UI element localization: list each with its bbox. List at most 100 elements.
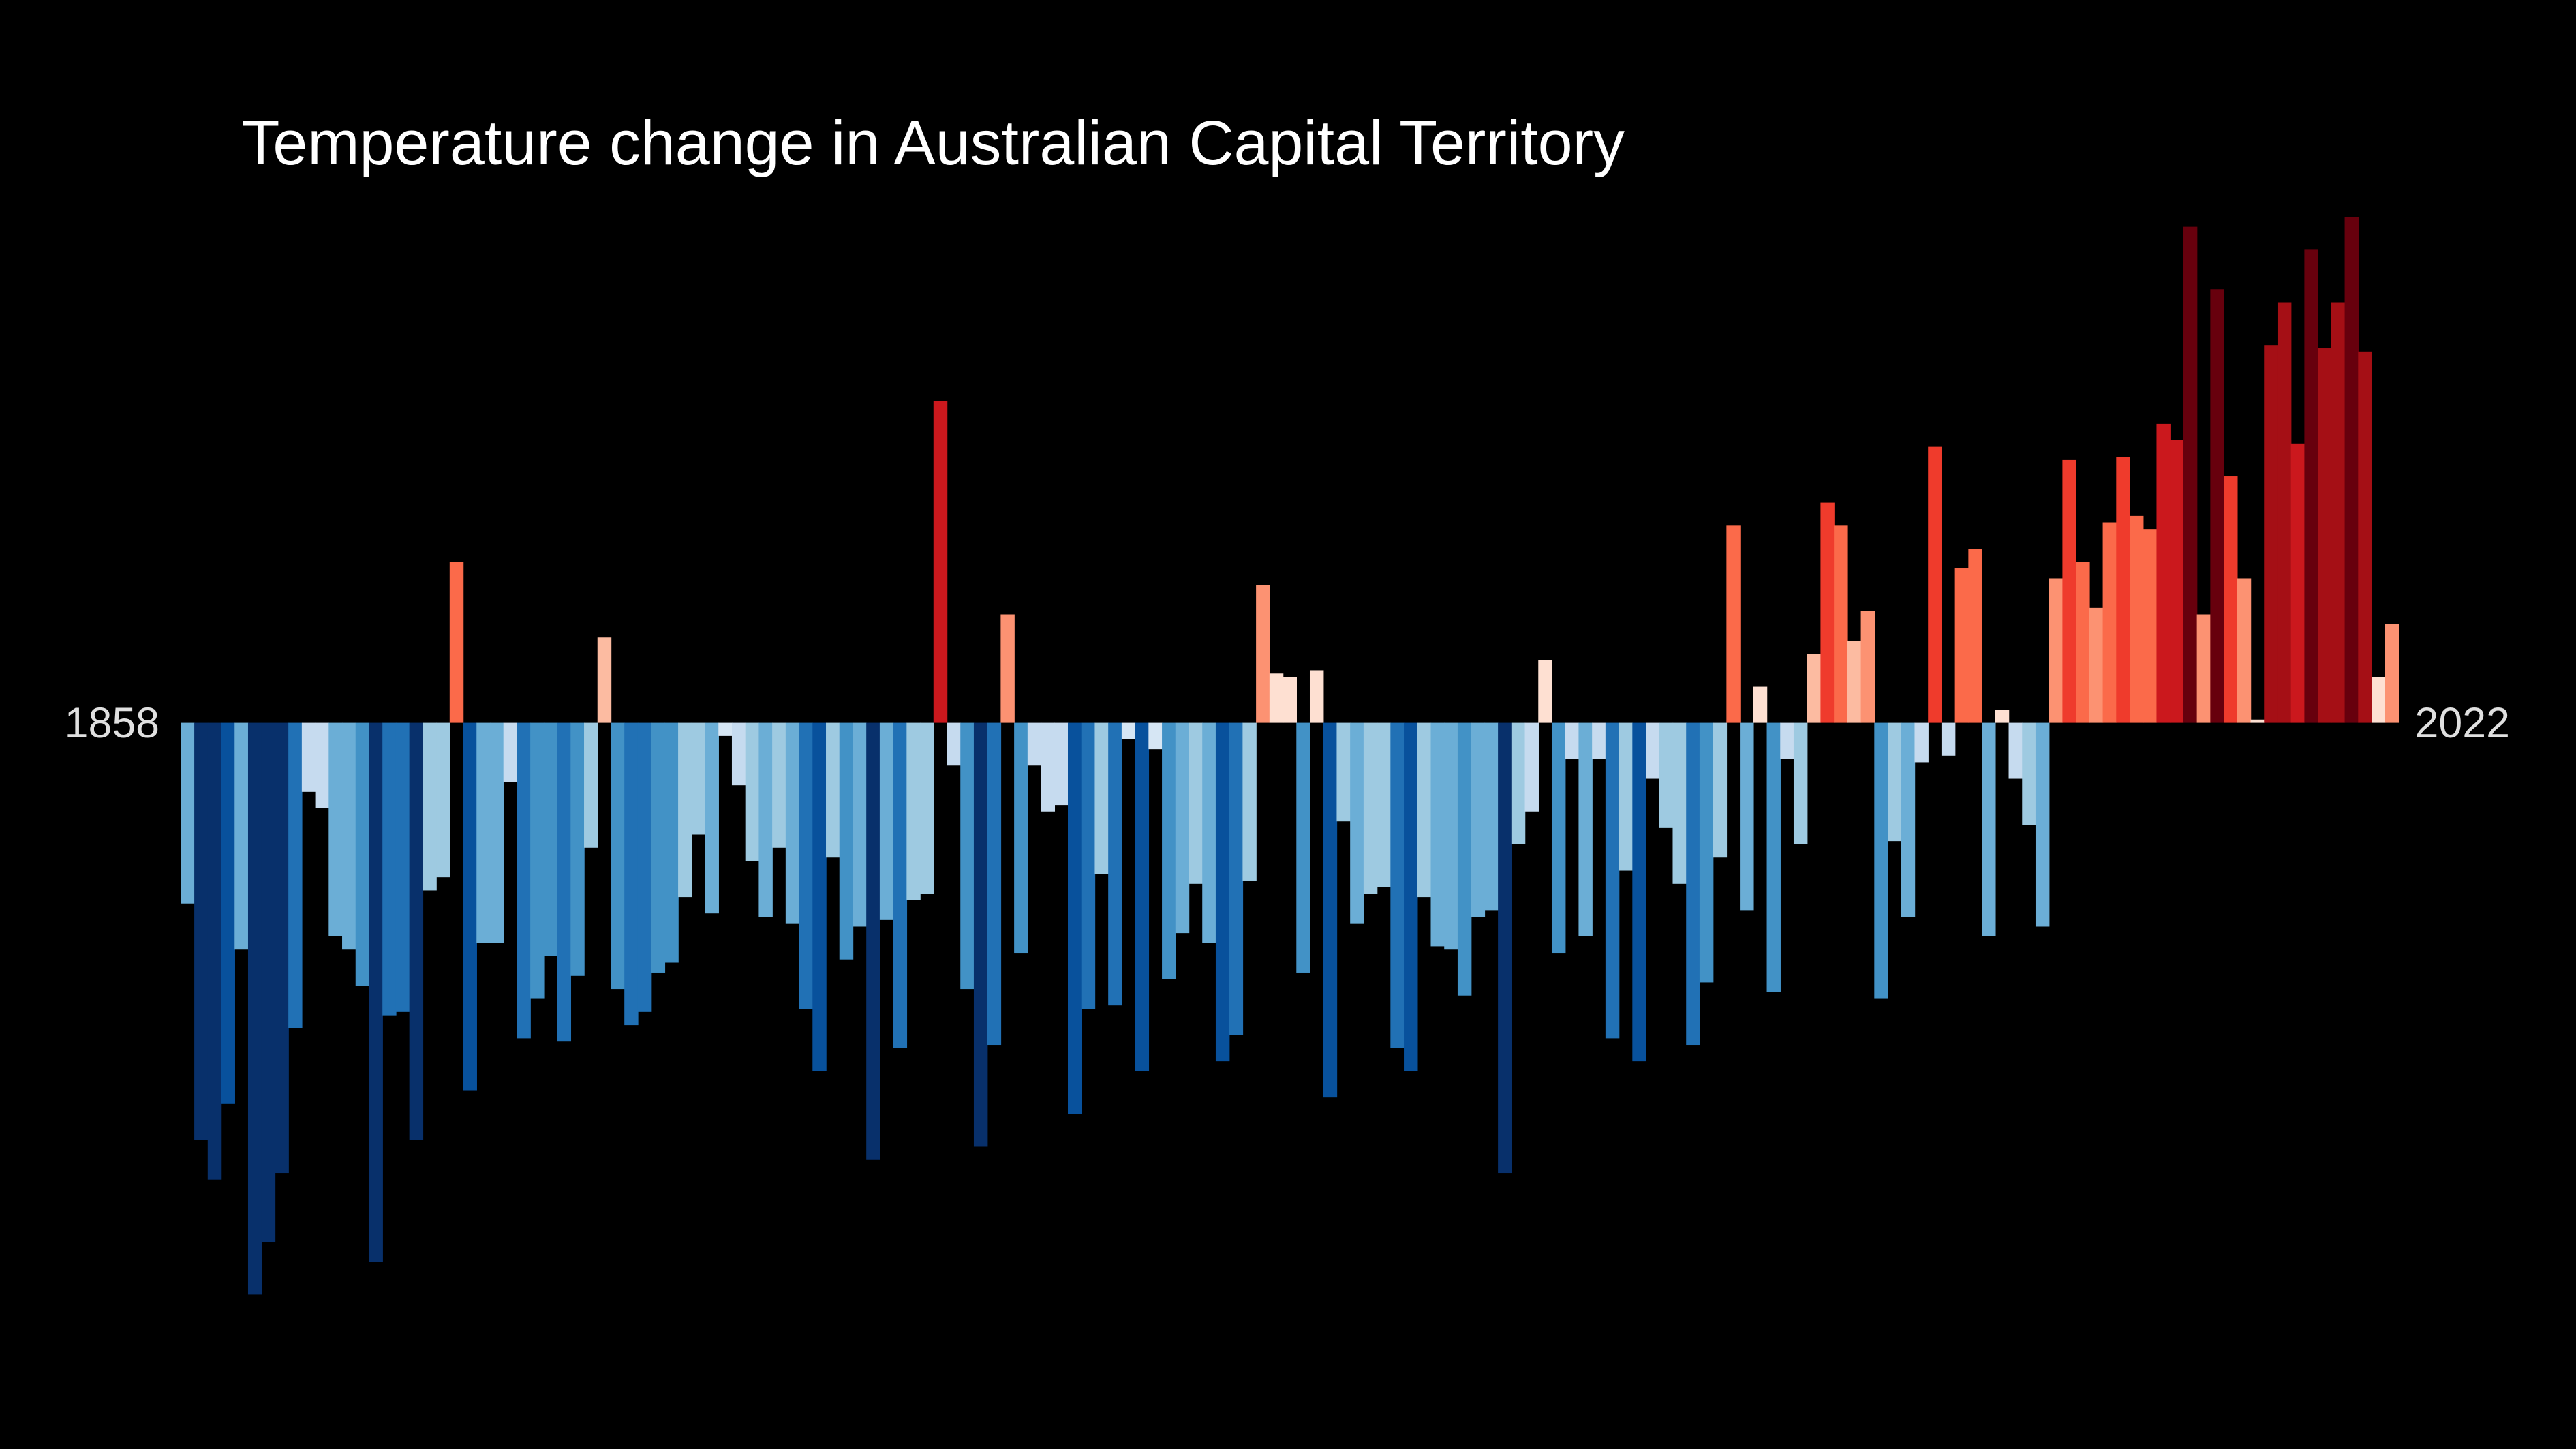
bar xyxy=(275,722,289,1174)
bar xyxy=(1753,686,1768,723)
bar xyxy=(1000,614,1015,723)
bar xyxy=(624,722,639,1026)
bar xyxy=(2170,440,2184,723)
bar xyxy=(1471,722,1486,917)
bar xyxy=(261,722,276,1242)
bar xyxy=(543,722,558,956)
bar xyxy=(1148,722,1163,750)
bar xyxy=(369,722,383,1262)
bar xyxy=(194,722,209,1140)
bar xyxy=(1027,722,1042,766)
bar xyxy=(987,722,1002,1046)
bar xyxy=(2277,302,2292,723)
bar xyxy=(2156,423,2171,723)
bar xyxy=(1874,722,1888,999)
bar xyxy=(2130,515,2144,723)
bar xyxy=(288,722,303,1028)
bar xyxy=(2372,677,2386,723)
bar xyxy=(1619,722,1634,871)
bar xyxy=(395,722,410,1012)
bar xyxy=(2143,529,2158,723)
x-tick-label: 2022 xyxy=(2415,699,2510,747)
bar xyxy=(866,722,880,1160)
bar xyxy=(247,722,262,1295)
bar xyxy=(476,722,491,943)
bar xyxy=(1444,722,1458,950)
bar xyxy=(489,722,504,943)
bar xyxy=(1901,722,1916,917)
bar xyxy=(355,722,370,986)
bar xyxy=(1834,525,1848,723)
bar xyxy=(181,722,195,904)
bar xyxy=(530,722,545,999)
bar xyxy=(1538,660,1552,723)
bar xyxy=(342,722,356,950)
bar xyxy=(1189,722,1203,884)
bar xyxy=(2089,607,2104,723)
bar xyxy=(2304,249,2318,723)
bar xyxy=(1592,722,1606,759)
bar xyxy=(1296,722,1310,973)
bar xyxy=(1309,670,1324,723)
bar xyxy=(1430,722,1445,947)
bar xyxy=(1404,722,1418,1071)
bar xyxy=(2385,624,2399,723)
bar xyxy=(1242,722,1257,881)
bar xyxy=(2318,348,2332,723)
bar xyxy=(2264,345,2278,723)
bar xyxy=(1928,446,1942,723)
bar xyxy=(933,401,948,723)
bar xyxy=(2008,722,2023,779)
bar xyxy=(611,722,625,990)
bar xyxy=(1605,722,1620,1039)
bar xyxy=(517,722,531,1039)
bar xyxy=(2062,459,2076,723)
bar xyxy=(812,722,827,1071)
bar xyxy=(1457,722,1472,996)
bar xyxy=(1336,722,1351,822)
bar xyxy=(1511,722,1526,844)
bar xyxy=(1726,525,1741,723)
bar xyxy=(2049,578,2064,723)
bar xyxy=(1229,722,1244,1035)
bar xyxy=(799,722,814,1009)
bar xyxy=(1484,722,1499,911)
bar xyxy=(651,722,666,973)
bar xyxy=(1498,722,1512,1174)
bar xyxy=(853,722,867,927)
bar xyxy=(1672,722,1687,884)
bar xyxy=(785,722,800,924)
bar xyxy=(382,722,397,1016)
bar xyxy=(1081,722,1096,1009)
bar xyxy=(1659,722,1674,828)
bar xyxy=(409,722,424,1140)
bar xyxy=(1363,722,1378,894)
bar xyxy=(1646,722,1660,779)
bar xyxy=(1888,722,1902,842)
bar xyxy=(772,722,786,848)
bar xyxy=(597,637,612,723)
bar xyxy=(1094,722,1109,874)
bar xyxy=(1713,722,1728,858)
bar xyxy=(1820,502,1835,723)
bar xyxy=(1269,673,1284,723)
bar xyxy=(947,722,961,766)
bar xyxy=(1860,611,1875,723)
bar xyxy=(879,722,894,920)
bar xyxy=(2224,476,2238,723)
bar xyxy=(1014,722,1028,954)
bar xyxy=(1941,722,1956,756)
bar xyxy=(2196,614,2211,723)
bar xyxy=(1699,722,1714,983)
bar xyxy=(301,722,316,792)
bar xyxy=(463,722,477,1091)
bar xyxy=(973,722,988,1147)
bar xyxy=(906,722,921,900)
bar xyxy=(1914,722,1929,763)
bar xyxy=(1780,722,1794,759)
bar xyxy=(1954,568,1969,723)
bar xyxy=(1524,722,1539,812)
bar xyxy=(557,722,572,1042)
bar xyxy=(1041,722,1056,812)
